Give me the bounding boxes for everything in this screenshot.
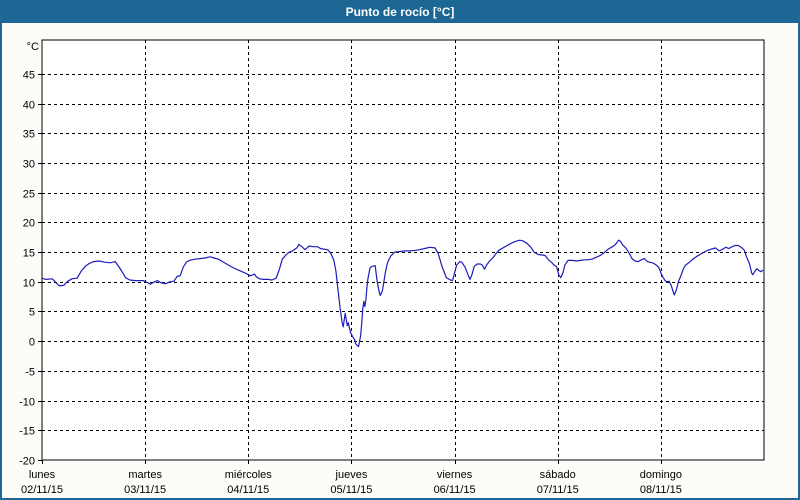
- y-tick-label: 45: [23, 70, 35, 82]
- day-date-label: 06/11/15: [434, 484, 476, 496]
- day-date-label: 07/11/15: [537, 484, 579, 496]
- y-axis-unit-label: °C: [26, 41, 39, 53]
- y-tick-label: 25: [23, 189, 35, 201]
- day-date-label: 04/11/15: [227, 484, 269, 496]
- window-title-bar: Punto de rocío [°C]: [2, 2, 798, 23]
- y-tick-label: 35: [23, 129, 35, 141]
- y-tick-label: 0: [29, 337, 35, 349]
- y-tick-label: 40: [23, 100, 35, 112]
- y-tick-label: -5: [25, 367, 35, 379]
- y-tick-label: -10: [19, 397, 35, 409]
- day-name-label: viernes: [437, 469, 473, 481]
- day-date-label: 02/11/15: [21, 484, 63, 496]
- window-title: Punto de rocío [°C]: [345, 5, 455, 19]
- y-tick-label: 5: [29, 307, 35, 319]
- day-date-label: 08/11/15: [640, 484, 682, 496]
- y-tick-label: 10: [23, 278, 35, 290]
- day-name-label: martes: [128, 469, 162, 481]
- day-name-label: jueves: [335, 469, 368, 481]
- y-tick-label: 30: [23, 159, 35, 171]
- plot-frame: [41, 39, 765, 461]
- y-tick-label: 20: [23, 218, 35, 230]
- y-tick-label: -15: [19, 426, 35, 438]
- day-date-label: 03/11/15: [124, 484, 166, 496]
- y-tick-label: 15: [23, 248, 35, 260]
- day-name-label: lunes: [29, 469, 56, 481]
- y-tick-label: -20: [19, 456, 35, 468]
- day-date-label: 05/11/15: [330, 484, 372, 496]
- day-name-label: miércoles: [225, 469, 273, 481]
- day-name-label: domingo: [640, 469, 682, 481]
- day-name-label: sábado: [540, 469, 576, 481]
- dew-point-line: [41, 239, 764, 348]
